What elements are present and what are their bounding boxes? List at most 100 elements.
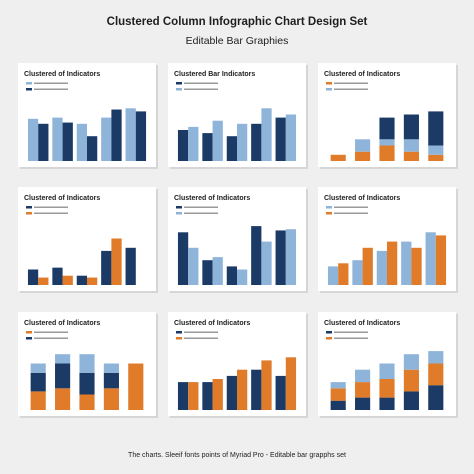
bar <box>355 397 371 410</box>
legend-swatch <box>326 331 332 334</box>
legend-text-line <box>334 82 368 84</box>
legend-text-line <box>334 206 368 208</box>
bar <box>428 154 444 161</box>
legend-swatch <box>326 82 332 85</box>
legend-swatch <box>326 337 332 340</box>
legend-swatch <box>176 88 182 91</box>
bar <box>379 117 395 140</box>
bar <box>226 136 237 161</box>
bar <box>79 372 95 395</box>
legend-swatch <box>26 82 32 85</box>
bar <box>355 139 371 152</box>
bar <box>177 232 189 285</box>
legend-text-line <box>334 212 368 214</box>
chart-title: Clustered of Indicators <box>174 320 250 327</box>
legend-swatch <box>326 212 332 215</box>
bar <box>330 388 346 401</box>
bar <box>30 363 46 373</box>
bar <box>338 263 349 285</box>
bar <box>125 247 136 285</box>
bar <box>403 369 419 392</box>
legend-swatch <box>326 206 332 209</box>
legend-text-line <box>334 337 368 339</box>
bar <box>275 375 286 410</box>
bar <box>425 232 436 285</box>
legend-swatch <box>176 331 182 334</box>
bar <box>55 363 71 389</box>
bar <box>428 363 444 386</box>
legend-text-line <box>34 331 68 333</box>
bar <box>177 382 189 410</box>
bar <box>202 260 213 285</box>
legend-text-line <box>184 88 218 90</box>
bar <box>212 379 223 410</box>
bar <box>261 108 272 161</box>
bar <box>251 226 262 285</box>
bar <box>128 363 144 410</box>
chart-title: Clustered of Indicators <box>324 320 400 327</box>
bar <box>261 360 272 410</box>
bar <box>379 139 395 146</box>
bar <box>226 375 237 410</box>
legend-text-line <box>334 88 368 90</box>
legend-text-line <box>34 337 68 339</box>
legend-swatch <box>26 88 32 91</box>
bar <box>401 241 412 285</box>
bar <box>379 363 395 379</box>
bar <box>355 382 371 398</box>
bar <box>403 114 419 140</box>
chart-title: Clustered of Indicators <box>324 195 400 202</box>
bar <box>27 118 39 161</box>
bar <box>55 388 71 410</box>
bar <box>435 235 447 285</box>
bar <box>226 266 237 285</box>
bar <box>376 250 387 285</box>
bar <box>79 354 95 373</box>
bar <box>111 238 122 285</box>
bar <box>188 382 199 410</box>
bar <box>330 400 346 410</box>
legend-swatch <box>326 88 332 91</box>
bar <box>188 126 199 161</box>
bar <box>27 269 39 285</box>
bar <box>177 130 189 161</box>
bar <box>62 275 73 285</box>
legend-swatch <box>26 206 32 209</box>
bar <box>103 363 119 373</box>
legend-swatch <box>176 212 182 215</box>
bar <box>101 250 112 285</box>
chart-title: Clustered of Indicators <box>24 320 100 327</box>
bar <box>428 351 444 364</box>
bar <box>379 145 395 161</box>
bar <box>403 354 419 370</box>
legend-text-line <box>184 212 218 214</box>
bar <box>379 397 395 410</box>
bar <box>411 247 422 285</box>
bar <box>379 379 395 398</box>
bar <box>212 257 223 285</box>
bar <box>285 114 297 161</box>
legend-swatch <box>26 212 32 215</box>
bar <box>237 269 248 285</box>
bar <box>251 123 262 161</box>
bar <box>79 394 95 410</box>
bar <box>285 357 297 410</box>
bar <box>275 117 286 161</box>
bar <box>403 151 419 161</box>
legend-text-line <box>334 331 368 333</box>
bar <box>327 266 339 285</box>
footer: The charts. Sleeif fonts points of Myria… <box>128 452 346 459</box>
bar <box>87 136 98 161</box>
bar <box>52 117 63 161</box>
bar <box>135 111 147 161</box>
bar <box>237 123 248 161</box>
bar <box>275 230 286 285</box>
chart-title: Clustered of Indicators <box>24 195 100 202</box>
bar <box>76 123 87 161</box>
bar <box>125 108 136 161</box>
bar <box>103 388 119 410</box>
bar <box>38 277 49 285</box>
bar <box>87 277 98 285</box>
legend-text-line <box>34 82 68 84</box>
chart-title: Clustered of Indicators <box>324 71 400 78</box>
